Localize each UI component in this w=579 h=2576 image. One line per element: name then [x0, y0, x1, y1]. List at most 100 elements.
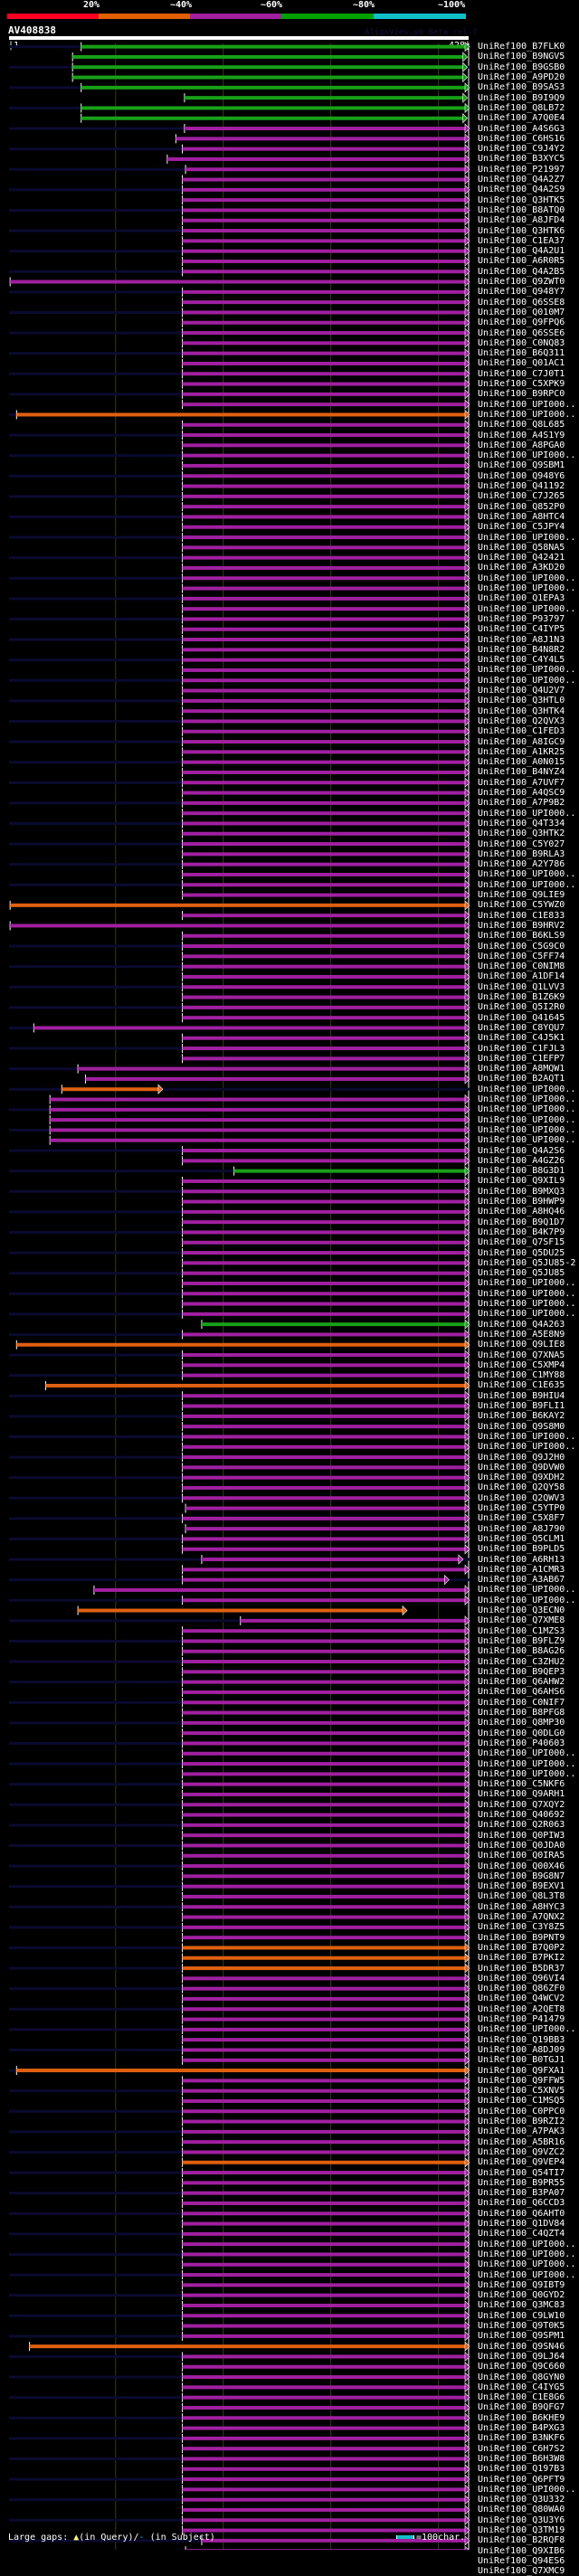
hit-label[interactable]: UniRef100_UPI000..	[478, 1288, 576, 1299]
hit-label[interactable]: UniRef100_Q8L685	[478, 420, 565, 431]
hit-label[interactable]: UniRef100_UPI000..	[478, 573, 576, 583]
hit-label[interactable]: UniRef100_Q9LIE8	[478, 1340, 565, 1350]
hit-label[interactable]: UniRef100_C4IYG5	[478, 2382, 565, 2392]
hit-label[interactable]: UniRef100_Q96VI4	[478, 1973, 565, 1984]
hit-label[interactable]: UniRef100_B9RPC0	[478, 389, 565, 400]
hit-label[interactable]: UniRef100_Q4A2S9	[478, 185, 565, 195]
hit-label[interactable]: UniRef100_C1E8G6	[478, 2392, 565, 2403]
hit-label[interactable]: UniRef100_B9SAS3	[478, 82, 565, 93]
hit-label[interactable]: UniRef100_C1EA37	[478, 235, 565, 246]
hit-label[interactable]: UniRef100_Q94ES6	[478, 2555, 565, 2566]
hit-label[interactable]: UniRef100_Q2QVX3	[478, 715, 565, 726]
hit-label[interactable]: UniRef100_UPI000..	[478, 2259, 576, 2270]
hit-label[interactable]: UniRef100_Q2QY58	[478, 1482, 565, 1493]
hit-label[interactable]: UniRef100_A5BR16	[478, 2136, 565, 2147]
hit-label[interactable]: UniRef100_B2RQF8	[478, 2535, 565, 2546]
hit-label[interactable]: UniRef100_C9J4Y2	[478, 144, 565, 155]
hit-label[interactable]: UniRef100_C4Y4L5	[478, 655, 565, 666]
hit-label[interactable]: UniRef100_B9HIU4	[478, 1390, 565, 1401]
hit-label[interactable]: UniRef100_A1KR25	[478, 746, 565, 757]
hit-label[interactable]: UniRef100_C5NKF6	[478, 1779, 565, 1790]
hit-label[interactable]: UniRef100_P93797	[478, 613, 565, 624]
hit-label[interactable]: UniRef100_B9G8N7	[478, 1870, 565, 1881]
hit-label[interactable]: UniRef100_Q7XMC9	[478, 2566, 565, 2576]
hit-label[interactable]: UniRef100_Q4A2B5	[478, 266, 565, 277]
hit-label[interactable]: UniRef100_Q4A263	[478, 1319, 565, 1330]
hit-label[interactable]: UniRef100_Q948Y7	[478, 287, 565, 298]
hit-label[interactable]: UniRef100_C0NQ83	[478, 337, 565, 348]
hit-label[interactable]: UniRef100_Q8L3T8	[478, 1891, 565, 1902]
hit-label[interactable]: UniRef100_UPI000..	[478, 409, 576, 420]
hit-label[interactable]: UniRef100_Q010M7	[478, 307, 565, 317]
hit-label[interactable]: UniRef100_C3ZHU2	[478, 1656, 565, 1667]
hit-label[interactable]: UniRef100_UPI000..	[478, 879, 576, 890]
hit-label[interactable]: UniRef100_C3Y8Z5	[478, 1922, 565, 1933]
hit-label[interactable]: UniRef100_Q9C660	[478, 2362, 565, 2372]
hit-label[interactable]: UniRef100_A8J1N3	[478, 634, 565, 645]
hit-label[interactable]: UniRef100_UPI000..	[478, 1094, 576, 1105]
hit-label[interactable]: UniRef100_B6KHE9	[478, 2412, 565, 2423]
hit-label[interactable]: UniRef100_Q5I2R0	[478, 1002, 565, 1013]
hit-label[interactable]: UniRef100_B1Z6K9	[478, 992, 565, 1003]
hit-label[interactable]: UniRef100_Q9VZC2	[478, 2146, 565, 2157]
hit-label[interactable]: UniRef100_A4QSC9	[478, 788, 565, 799]
hit-label[interactable]: UniRef100_Q3HTK4	[478, 706, 565, 716]
hit-label[interactable]: UniRef100_B9QFG7	[478, 2402, 565, 2413]
hit-label[interactable]: UniRef100_C0NIM8	[478, 961, 565, 972]
hit-label[interactable]: UniRef100_Q5JU85-2	[478, 1257, 576, 1268]
hit-label[interactable]: UniRef100_B9HRV2	[478, 920, 565, 931]
hit-label[interactable]: UniRef100_UPI000..	[478, 665, 576, 676]
hit-label[interactable]: UniRef100_C1MZS3	[478, 1625, 565, 1636]
hit-label[interactable]: UniRef100_Q0IRA5	[478, 1851, 565, 1861]
hit-label[interactable]: UniRef100_Q9VEP4	[478, 2157, 565, 2168]
hit-label[interactable]: UniRef100_Q5JU85	[478, 1268, 565, 1279]
hit-label[interactable]: UniRef100_Q86ZF0	[478, 1984, 565, 1994]
hit-label[interactable]: UniRef100_Q3U332	[478, 2495, 565, 2505]
hit-label[interactable]: UniRef100_A6RH13	[478, 1554, 565, 1565]
hit-label[interactable]: UniRef100_B5DR37	[478, 1963, 565, 1974]
hit-label[interactable]: UniRef100_C5XPK9	[478, 379, 565, 390]
hit-label[interactable]: UniRef100_Q4T334	[478, 818, 565, 829]
hit-label[interactable]: UniRef100_Q7SF15	[478, 1237, 565, 1248]
hit-label[interactable]: UniRef100_UPI000..	[478, 1758, 576, 1769]
hit-label[interactable]: UniRef100_UPI000..	[478, 583, 576, 594]
hit-label[interactable]: UniRef100_C0NIF7	[478, 1697, 565, 1708]
hit-label[interactable]: UniRef100_B8PFG8	[478, 1708, 565, 1719]
hit-label[interactable]: UniRef100_UPI000..	[478, 1585, 576, 1596]
hit-label[interactable]: UniRef100_C1E635	[478, 1380, 565, 1391]
hit-label[interactable]: UniRef100_B8ATQ0	[478, 204, 565, 215]
hit-label[interactable]: UniRef100_Q58NA5	[478, 542, 565, 553]
hit-label[interactable]: UniRef100_B6Q311	[478, 348, 565, 359]
hit-label[interactable]: UniRef100_A6R0R5	[478, 256, 565, 267]
hit-label[interactable]: UniRef100_C5Y027	[478, 838, 565, 849]
hit-label[interactable]: UniRef100_B8AG26	[478, 1646, 565, 1657]
hit-label[interactable]: UniRef100_Q8GYN0	[478, 2372, 565, 2382]
hit-label[interactable]: UniRef100_Q1DV84	[478, 2219, 565, 2230]
hit-label[interactable]: UniRef100_A8JFD4	[478, 215, 565, 226]
hit-label[interactable]: UniRef100_C5JPY4	[478, 522, 565, 533]
hit-label[interactable]: UniRef100_C1MY88	[478, 1370, 565, 1381]
hit-label[interactable]: UniRef100_UPI000..	[478, 1124, 576, 1135]
hit-label[interactable]: UniRef100_B9RZI2	[478, 2117, 565, 2127]
hit-label[interactable]: UniRef100_A1CMR3	[478, 1564, 565, 1575]
hit-label[interactable]: UniRef100_Q9XIB6	[478, 2545, 565, 2556]
hit-label[interactable]: UniRef100_Q9ZWT0	[478, 277, 565, 288]
hit-label[interactable]: UniRef100_Q40692	[478, 1810, 565, 1821]
hit-label[interactable]: UniRef100_Q8MP30	[478, 1718, 565, 1728]
hit-label[interactable]: UniRef100_B9RLA3	[478, 848, 565, 859]
hit-label[interactable]: UniRef100_Q3HTK2	[478, 829, 565, 839]
hit-label[interactable]: UniRef100_UPI000..	[478, 2024, 576, 2035]
hit-label[interactable]: UniRef100_UPI000..	[478, 675, 576, 686]
hit-label[interactable]: UniRef100_UPI000..	[478, 869, 576, 880]
hit-label[interactable]: UniRef100_Q0PIW3	[478, 1830, 565, 1841]
hit-label[interactable]: UniRef100_C4IYP5	[478, 624, 565, 635]
hit-label[interactable]: UniRef100_Q00X46	[478, 1861, 565, 1871]
hit-label[interactable]: UniRef100_UPI000..	[478, 399, 576, 410]
hit-label[interactable]: UniRef100_A8HTC4	[478, 511, 565, 522]
hit-label[interactable]: UniRef100_Q4U2V7	[478, 686, 565, 696]
hit-label[interactable]: UniRef100_Q0JDA0	[478, 1840, 565, 1851]
hit-label[interactable]: UniRef100_Q9ARH1	[478, 1789, 565, 1800]
hit-label[interactable]: UniRef100_P41479	[478, 2014, 565, 2025]
hit-label[interactable]: UniRef100_C1MSQ5	[478, 2096, 565, 2107]
hit-label[interactable]: UniRef100_UPI000..	[478, 1135, 576, 1146]
